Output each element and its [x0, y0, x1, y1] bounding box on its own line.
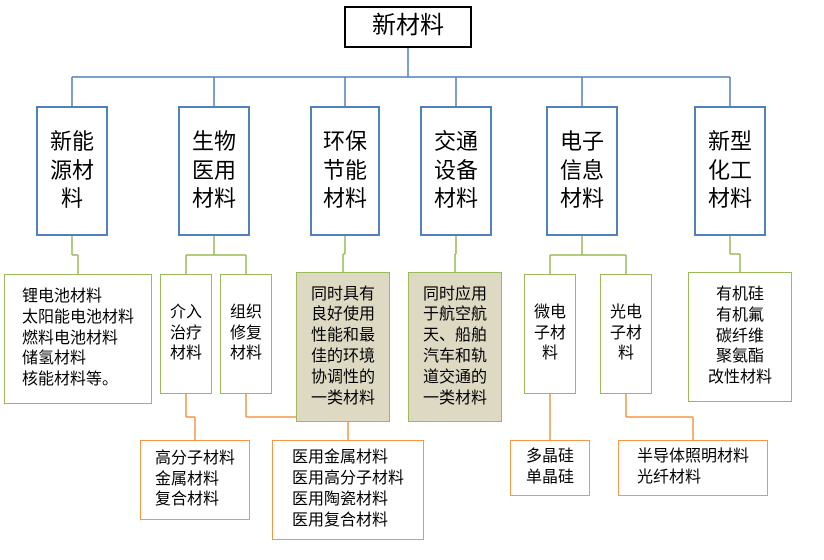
node-label: 电子 信息 材料 [554, 124, 610, 218]
node-label: 介入 治疗 材料 [164, 299, 208, 369]
node-label: 半导体照明材料 光纤材料 [631, 443, 755, 493]
node-l3-4a: 多晶硅 单晶硅 [510, 440, 590, 496]
node-l1-5: 新型 化工 材料 [694, 106, 766, 236]
node-l3-4b: 半导体照明材料 光纤材料 [618, 440, 768, 496]
node-l1-0: 新能 源材 料 [36, 106, 108, 236]
node-l2-3: 同时应用 于航空航 天、船舶 汽车和轨 道交通的 一类材料 [408, 272, 502, 422]
node-label: 高分子材料 金属材料 复合材料 [149, 445, 241, 515]
node-l1-2: 环保 节能 材料 [310, 106, 380, 236]
node-l2-1a: 介入 治疗 材料 [160, 274, 212, 394]
node-label: 生物 医用 材料 [186, 124, 242, 218]
node-label: 环保 节能 材料 [317, 124, 373, 218]
node-label: 多晶硅 单晶硅 [520, 443, 580, 493]
node-l1-3: 交通 设备 材料 [420, 106, 492, 236]
node-label: 微电 子材 料 [528, 299, 572, 369]
node-label: 光电 子材 料 [604, 299, 648, 369]
node-label: 同时具有 良好使用 性能和最 佳的环境 协调性的 一类材料 [305, 281, 381, 414]
node-root: 新材料 [344, 6, 472, 48]
node-label: 有机硅 有机氟 碳纤维 聚氨酯 改性材料 [702, 281, 778, 393]
node-label: 组织 修复 材料 [224, 299, 268, 369]
node-l2-4a: 微电 子材 料 [524, 274, 576, 394]
node-label: 新型 化工 材料 [702, 124, 758, 218]
node-label: 医用金属材料 医用高分子材料 医用陶瓷材料 医用复合材料 [286, 444, 410, 535]
node-l2-2: 同时具有 良好使用 性能和最 佳的环境 协调性的 一类材料 [296, 272, 390, 422]
node-label: 锂电池材料 太阳能电池材料 燃料电池材料 储氢材料 核能材料等。 [16, 283, 140, 395]
node-l2-1b: 组织 修复 材料 [220, 274, 272, 394]
node-l3-1a: 高分子材料 金属材料 复合材料 [140, 440, 250, 520]
node-l1-4: 电子 信息 材料 [546, 106, 618, 236]
node-l2-4b: 光电 子材 料 [600, 274, 652, 394]
node-label: 同时应用 于航空航 天、船舶 汽车和轨 道交通的 一类材料 [417, 281, 493, 414]
node-l3-1b: 医用金属材料 医用高分子材料 医用陶瓷材料 医用复合材料 [272, 440, 424, 540]
node-l2-5: 有机硅 有机氟 碳纤维 聚氨酯 改性材料 [688, 272, 792, 402]
node-l1-1: 生物 医用 材料 [178, 106, 250, 236]
node-label: 新能 源材 料 [44, 124, 100, 218]
node-l2-0: 锂电池材料 太阳能电池材料 燃料电池材料 储氢材料 核能材料等。 [4, 274, 152, 404]
node-label: 交通 设备 材料 [428, 124, 484, 218]
node-label: 新材料 [366, 7, 450, 46]
